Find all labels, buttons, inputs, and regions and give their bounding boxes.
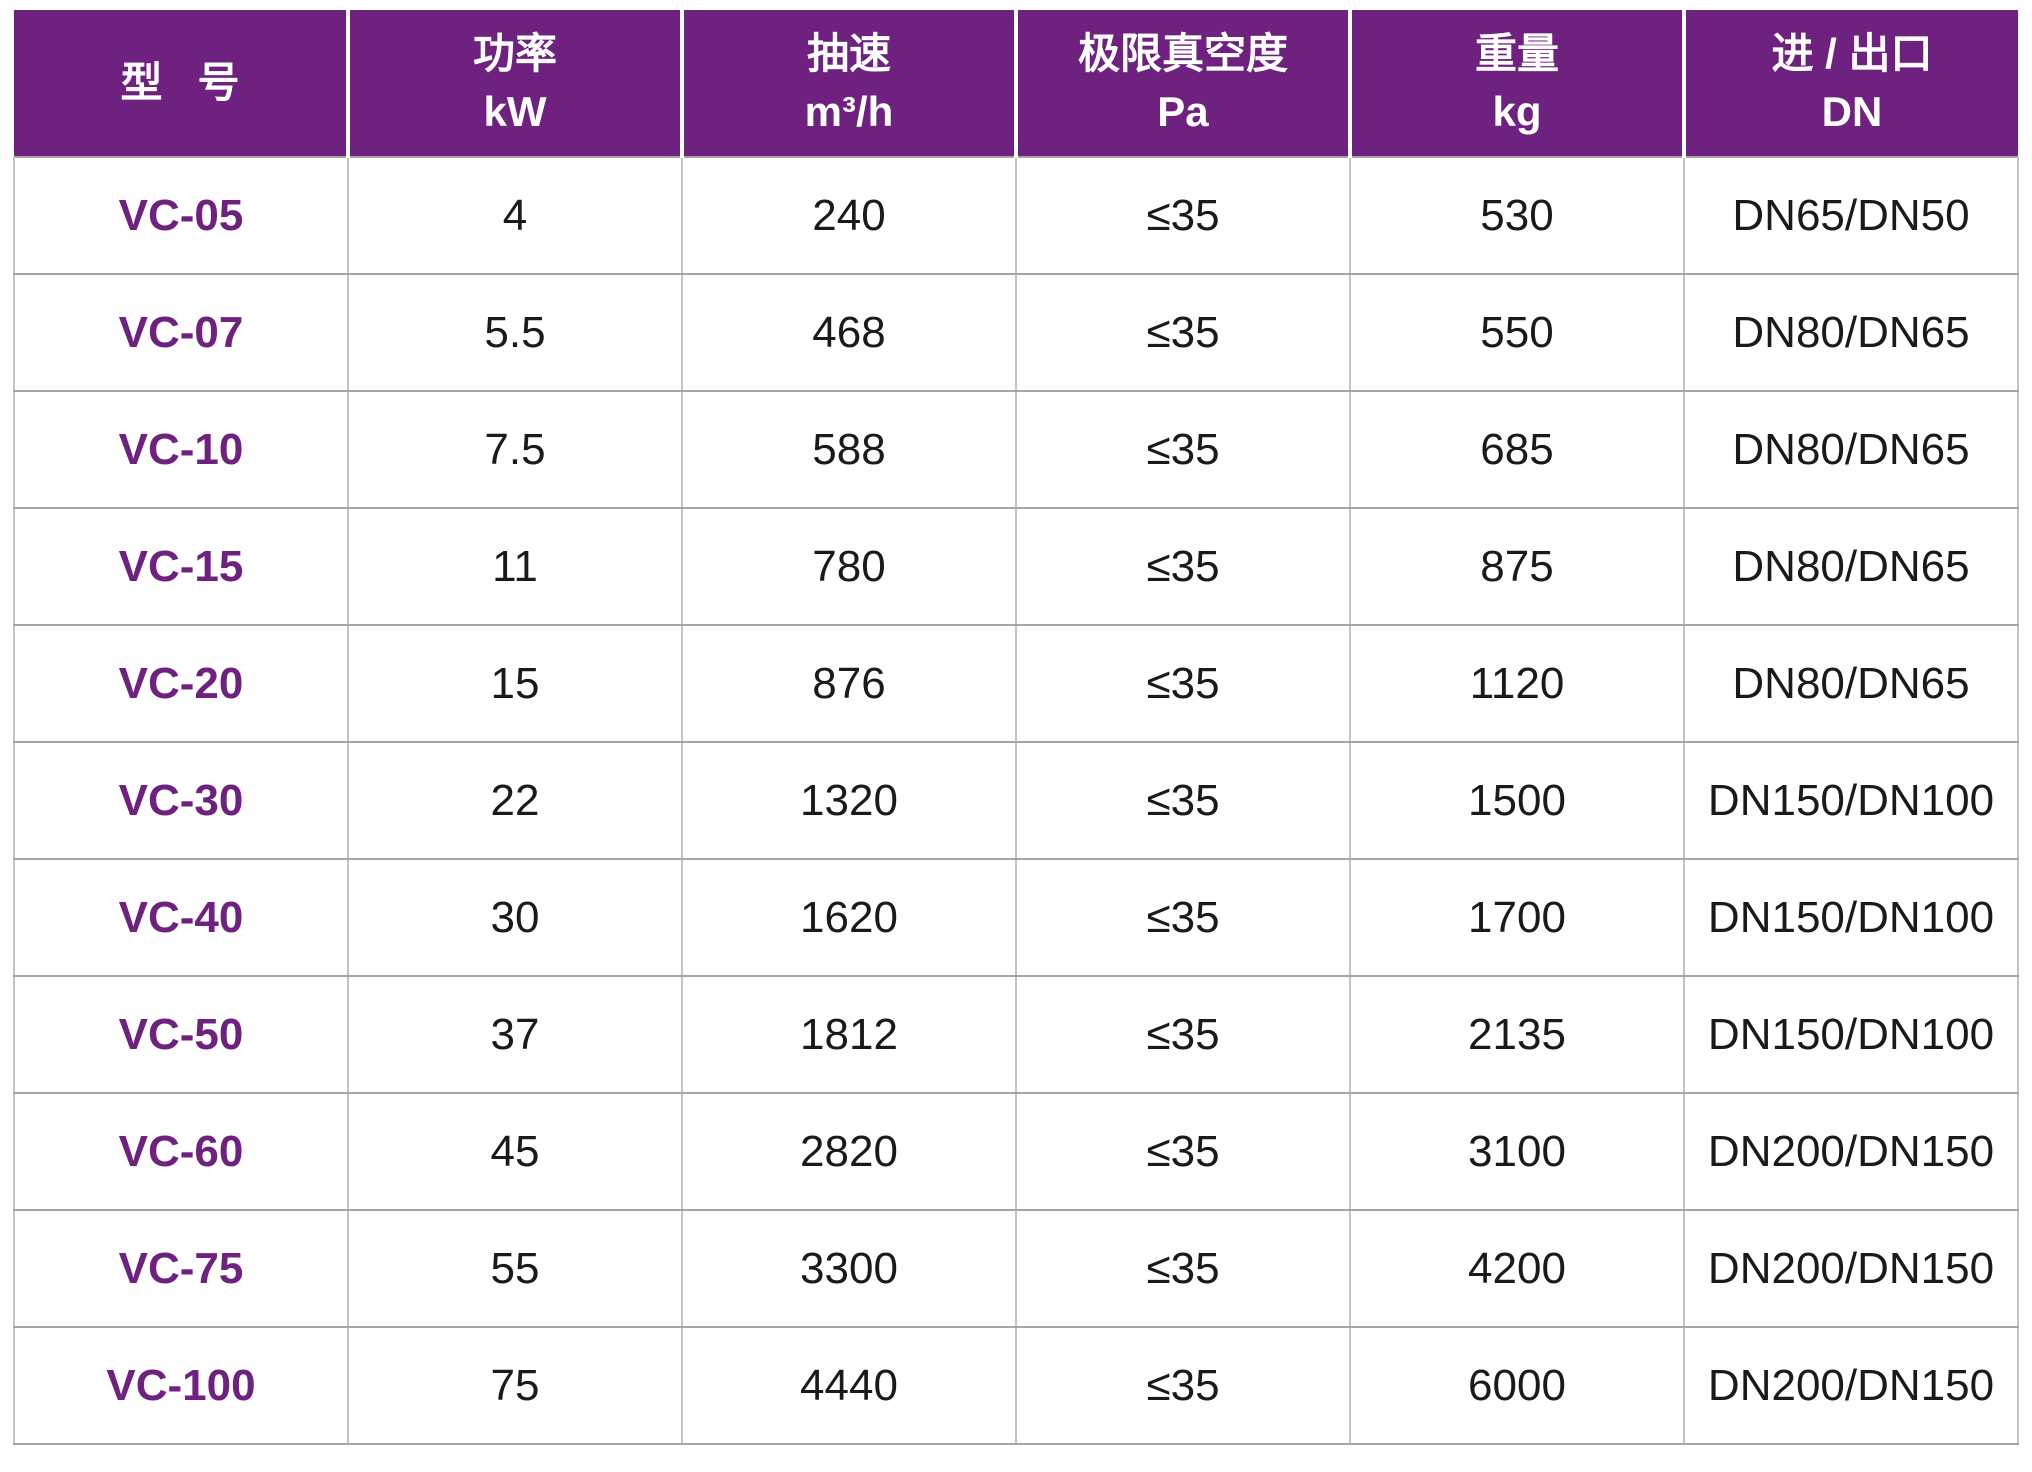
pumping-speed-cell: 876 [681,624,1017,743]
table-row: VC-07 5.5 468 ≤35 550 DN80/DN65 [13,273,2019,392]
ultimate-vacuum-cell: ≤35 [1015,273,1351,392]
power-cell: 45 [347,1092,683,1211]
pumping-speed-cell: 4440 [681,1326,1017,1445]
inlet-outlet-cell: DN150/DN100 [1683,975,2019,1094]
ultimate-vacuum-cell: ≤35 [1015,741,1351,860]
pumping-speed-cell: 2820 [681,1092,1017,1211]
power-cell: 15 [347,624,683,743]
spec-table: 型 号 功率 kW 抽速 m³/h 极限真空度 Pa 重量 kg 进 / 出口 … [13,10,2019,1445]
model-cell: VC-50 [13,975,349,1094]
inlet-outlet-cell: DN65/DN50 [1683,156,2019,275]
weight-cell: 530 [1349,156,1685,275]
pumping-speed-cell: 3300 [681,1209,1017,1328]
table-row: VC-10 7.5 588 ≤35 685 DN80/DN65 [13,390,2019,509]
inlet-outlet-cell: DN200/DN150 [1683,1209,2019,1328]
pumping-speed-cell: 468 [681,273,1017,392]
header-row: 型 号 功率 kW 抽速 m³/h 极限真空度 Pa 重量 kg 进 / 出口 … [14,10,2018,157]
model-cell: VC-15 [13,507,349,626]
model-cell: VC-40 [13,858,349,977]
column-header-ultimate-vacuum: 极限真空度 Pa [1016,10,1352,157]
inlet-outlet-cell: DN200/DN150 [1683,1326,2019,1445]
model-cell: VC-10 [13,390,349,509]
model-cell: VC-30 [13,741,349,860]
model-cell: VC-60 [13,1092,349,1211]
pumping-speed-cell: 1812 [681,975,1017,1094]
weight-cell: 1120 [1349,624,1685,743]
inlet-outlet-cell: DN150/DN100 [1683,741,2019,860]
inlet-outlet-cell: DN200/DN150 [1683,1092,2019,1211]
column-header-inlet-outlet: 进 / 出口 DN [1684,10,2018,157]
column-header-ultimate-vacuum-label: 极限真空度 Pa [1077,30,1288,135]
table-header: 型 号 功率 kW 抽速 m³/h 极限真空度 Pa 重量 kg 进 / 出口 … [14,10,2018,157]
inlet-outlet-cell: DN80/DN65 [1683,624,2019,743]
ultimate-vacuum-cell: ≤35 [1015,858,1351,977]
power-cell: 5.5 [347,273,683,392]
weight-cell: 1700 [1349,858,1685,977]
table-body: VC-05 4 240 ≤35 530 DN65/DN50 VC-07 5.5 … [13,156,2019,1445]
pumping-speed-cell: 1320 [681,741,1017,860]
power-cell: 37 [347,975,683,1094]
power-cell: 30 [347,858,683,977]
ultimate-vacuum-cell: ≤35 [1015,507,1351,626]
ultimate-vacuum-cell: ≤35 [1015,390,1351,509]
pumping-speed-cell: 240 [681,156,1017,275]
weight-cell: 3100 [1349,1092,1685,1211]
column-header-pumping-speed: 抽速 m³/h [682,10,1018,157]
model-cell: VC-05 [13,156,349,275]
ultimate-vacuum-cell: ≤35 [1015,1092,1351,1211]
model-cell: VC-75 [13,1209,349,1328]
ultimate-vacuum-cell: ≤35 [1015,1326,1351,1445]
power-cell: 4 [347,156,683,275]
column-header-model: 型 号 [14,10,350,157]
weight-cell: 6000 [1349,1326,1685,1445]
column-header-weight: 重量 kg [1350,10,1686,157]
table-row: VC-50 37 1812 ≤35 2135 DN150/DN100 [13,975,2019,1094]
model-cell: VC-07 [13,273,349,392]
inlet-outlet-cell: DN150/DN100 [1683,858,2019,977]
pumping-speed-cell: 780 [681,507,1017,626]
table-row: VC-60 45 2820 ≤35 3100 DN200/DN150 [13,1092,2019,1211]
ultimate-vacuum-cell: ≤35 [1015,1209,1351,1328]
weight-cell: 875 [1349,507,1685,626]
column-header-power-label: 功率 kW [472,30,557,135]
table-row: VC-100 75 4440 ≤35 6000 DN200/DN150 [13,1326,2019,1445]
table-row: VC-05 4 240 ≤35 530 DN65/DN50 [13,156,2019,275]
inlet-outlet-cell: DN80/DN65 [1683,507,2019,626]
table-row: VC-40 30 1620 ≤35 1700 DN150/DN100 [13,858,2019,977]
inlet-outlet-cell: DN80/DN65 [1683,273,2019,392]
column-header-model-label: 型 号 [120,59,240,107]
table-row: VC-15 11 780 ≤35 875 DN80/DN65 [13,507,2019,626]
power-cell: 55 [347,1209,683,1328]
model-cell: VC-100 [13,1326,349,1445]
power-cell: 7.5 [347,390,683,509]
ultimate-vacuum-cell: ≤35 [1015,624,1351,743]
weight-cell: 550 [1349,273,1685,392]
pumping-speed-cell: 588 [681,390,1017,509]
column-header-inlet-outlet-label: 进 / 出口 DN [1771,30,1933,135]
table-row: VC-20 15 876 ≤35 1120 DN80/DN65 [13,624,2019,743]
pumping-speed-cell: 1620 [681,858,1017,977]
weight-cell: 685 [1349,390,1685,509]
table-row: VC-30 22 1320 ≤35 1500 DN150/DN100 [13,741,2019,860]
ultimate-vacuum-cell: ≤35 [1015,975,1351,1094]
column-header-pumping-speed-label: 抽速 m³/h [804,30,894,135]
model-cell: VC-20 [13,624,349,743]
power-cell: 11 [347,507,683,626]
table-row: VC-75 55 3300 ≤35 4200 DN200/DN150 [13,1209,2019,1328]
inlet-outlet-cell: DN80/DN65 [1683,390,2019,509]
weight-cell: 2135 [1349,975,1685,1094]
column-header-weight-label: 重量 kg [1474,30,1559,135]
weight-cell: 4200 [1349,1209,1685,1328]
power-cell: 22 [347,741,683,860]
column-header-power: 功率 kW [348,10,684,157]
ultimate-vacuum-cell: ≤35 [1015,156,1351,275]
power-cell: 75 [347,1326,683,1445]
weight-cell: 1500 [1349,741,1685,860]
